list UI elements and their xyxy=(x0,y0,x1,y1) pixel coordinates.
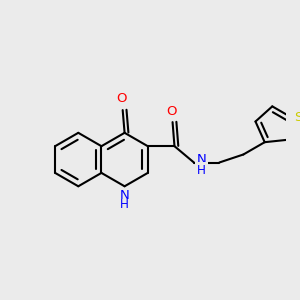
Text: O: O xyxy=(167,105,177,118)
Text: O: O xyxy=(116,92,127,105)
Text: N: N xyxy=(120,189,130,202)
Text: H: H xyxy=(197,164,206,177)
Text: S: S xyxy=(294,111,300,124)
Text: H: H xyxy=(120,198,129,211)
Text: N: N xyxy=(197,153,206,166)
